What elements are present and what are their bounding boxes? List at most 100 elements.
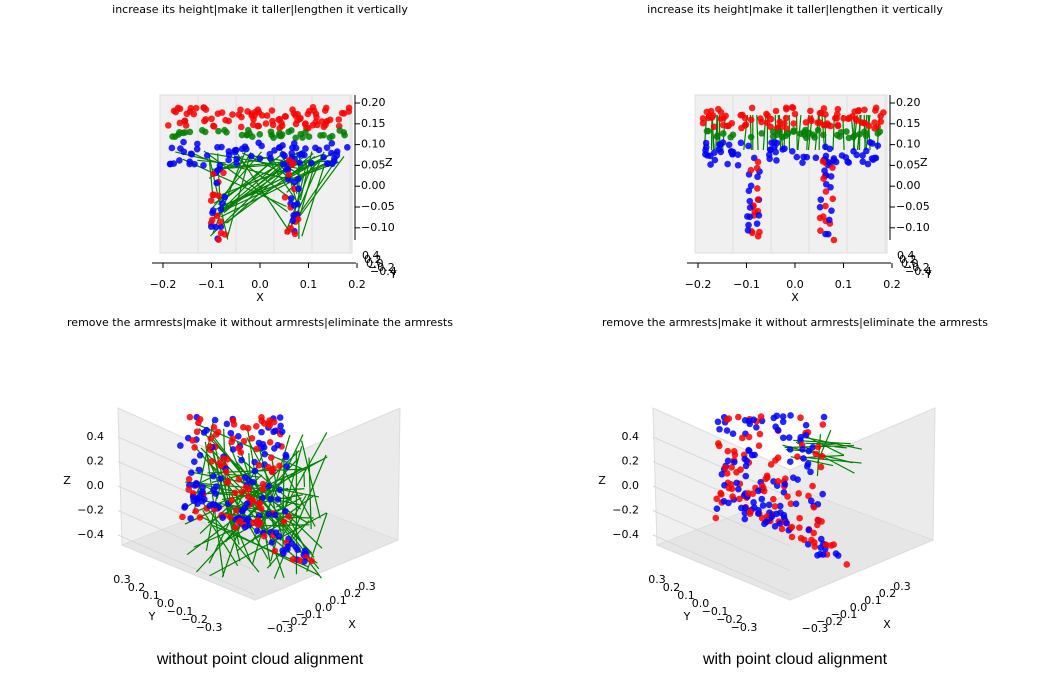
point — [761, 488, 768, 495]
point — [176, 157, 183, 164]
x-label: X — [883, 618, 891, 631]
y-tick-label: −0.3 — [731, 621, 758, 634]
point — [231, 421, 238, 428]
point — [169, 145, 176, 152]
point — [820, 175, 827, 182]
point — [846, 135, 853, 142]
point — [763, 519, 770, 526]
z-tick-label: 0.15 — [896, 117, 921, 130]
point — [177, 442, 184, 449]
point — [814, 119, 821, 126]
point — [755, 196, 762, 203]
point — [202, 116, 209, 123]
z-tick-label: 0.20 — [361, 96, 386, 109]
point — [308, 160, 315, 167]
point — [749, 105, 756, 112]
point — [210, 473, 217, 480]
point — [862, 120, 869, 127]
point — [194, 141, 201, 148]
point — [288, 195, 295, 202]
point — [241, 438, 248, 445]
z-tick-label: 0.05 — [361, 158, 386, 171]
point — [814, 552, 821, 559]
point — [227, 514, 234, 521]
point — [819, 453, 826, 460]
point — [825, 231, 832, 238]
point — [192, 508, 199, 515]
point — [735, 486, 742, 493]
z-tick-label: 0.4 — [622, 430, 640, 443]
point — [238, 114, 245, 121]
point — [787, 412, 794, 419]
point — [811, 504, 818, 511]
point — [773, 108, 780, 115]
point — [224, 478, 231, 485]
point — [258, 429, 265, 436]
point — [290, 217, 297, 224]
point — [728, 120, 735, 127]
point — [835, 106, 842, 113]
point — [798, 535, 805, 542]
point — [278, 120, 285, 127]
panel: remove the armrests|make it without armr… — [598, 316, 988, 635]
x-label: X — [348, 618, 356, 631]
point — [747, 508, 754, 515]
point — [794, 453, 801, 460]
point — [750, 416, 757, 423]
point — [278, 133, 285, 140]
point — [776, 129, 783, 136]
point — [244, 108, 251, 115]
point — [199, 488, 206, 495]
point — [210, 192, 217, 199]
point — [238, 124, 245, 131]
point — [208, 223, 215, 230]
panel: increase its height|make it taller|lengt… — [647, 3, 943, 304]
z-tick-label: 0.10 — [361, 138, 386, 151]
point — [217, 475, 224, 482]
x-tick-label: 0.0 — [786, 278, 804, 291]
point — [822, 144, 829, 151]
point — [238, 457, 245, 464]
point — [826, 217, 833, 224]
point — [803, 119, 810, 126]
point — [733, 480, 740, 487]
point — [320, 154, 327, 161]
point — [772, 503, 779, 510]
point — [251, 112, 258, 119]
point — [745, 143, 752, 150]
point — [245, 515, 252, 522]
point — [828, 207, 835, 214]
point — [196, 467, 203, 474]
point — [194, 495, 201, 502]
point — [219, 200, 226, 207]
point — [322, 107, 329, 114]
point — [295, 176, 302, 183]
point — [801, 129, 808, 136]
point — [764, 474, 771, 481]
point — [768, 461, 775, 468]
point — [179, 514, 186, 521]
point — [284, 228, 291, 235]
point — [335, 116, 342, 123]
point — [296, 116, 303, 123]
point — [735, 162, 742, 169]
point — [293, 544, 300, 551]
point — [815, 127, 822, 134]
point — [818, 518, 825, 525]
point — [276, 487, 283, 494]
point — [817, 215, 824, 222]
point — [850, 148, 857, 155]
point — [856, 131, 863, 138]
point — [810, 530, 817, 537]
point — [803, 422, 810, 429]
point — [334, 148, 341, 155]
point — [239, 146, 246, 153]
point — [730, 430, 737, 437]
point — [703, 140, 710, 147]
point — [724, 427, 731, 434]
point — [211, 424, 218, 431]
point — [316, 147, 323, 154]
point — [758, 130, 765, 137]
y-label: Y — [924, 268, 932, 281]
point — [219, 514, 226, 521]
